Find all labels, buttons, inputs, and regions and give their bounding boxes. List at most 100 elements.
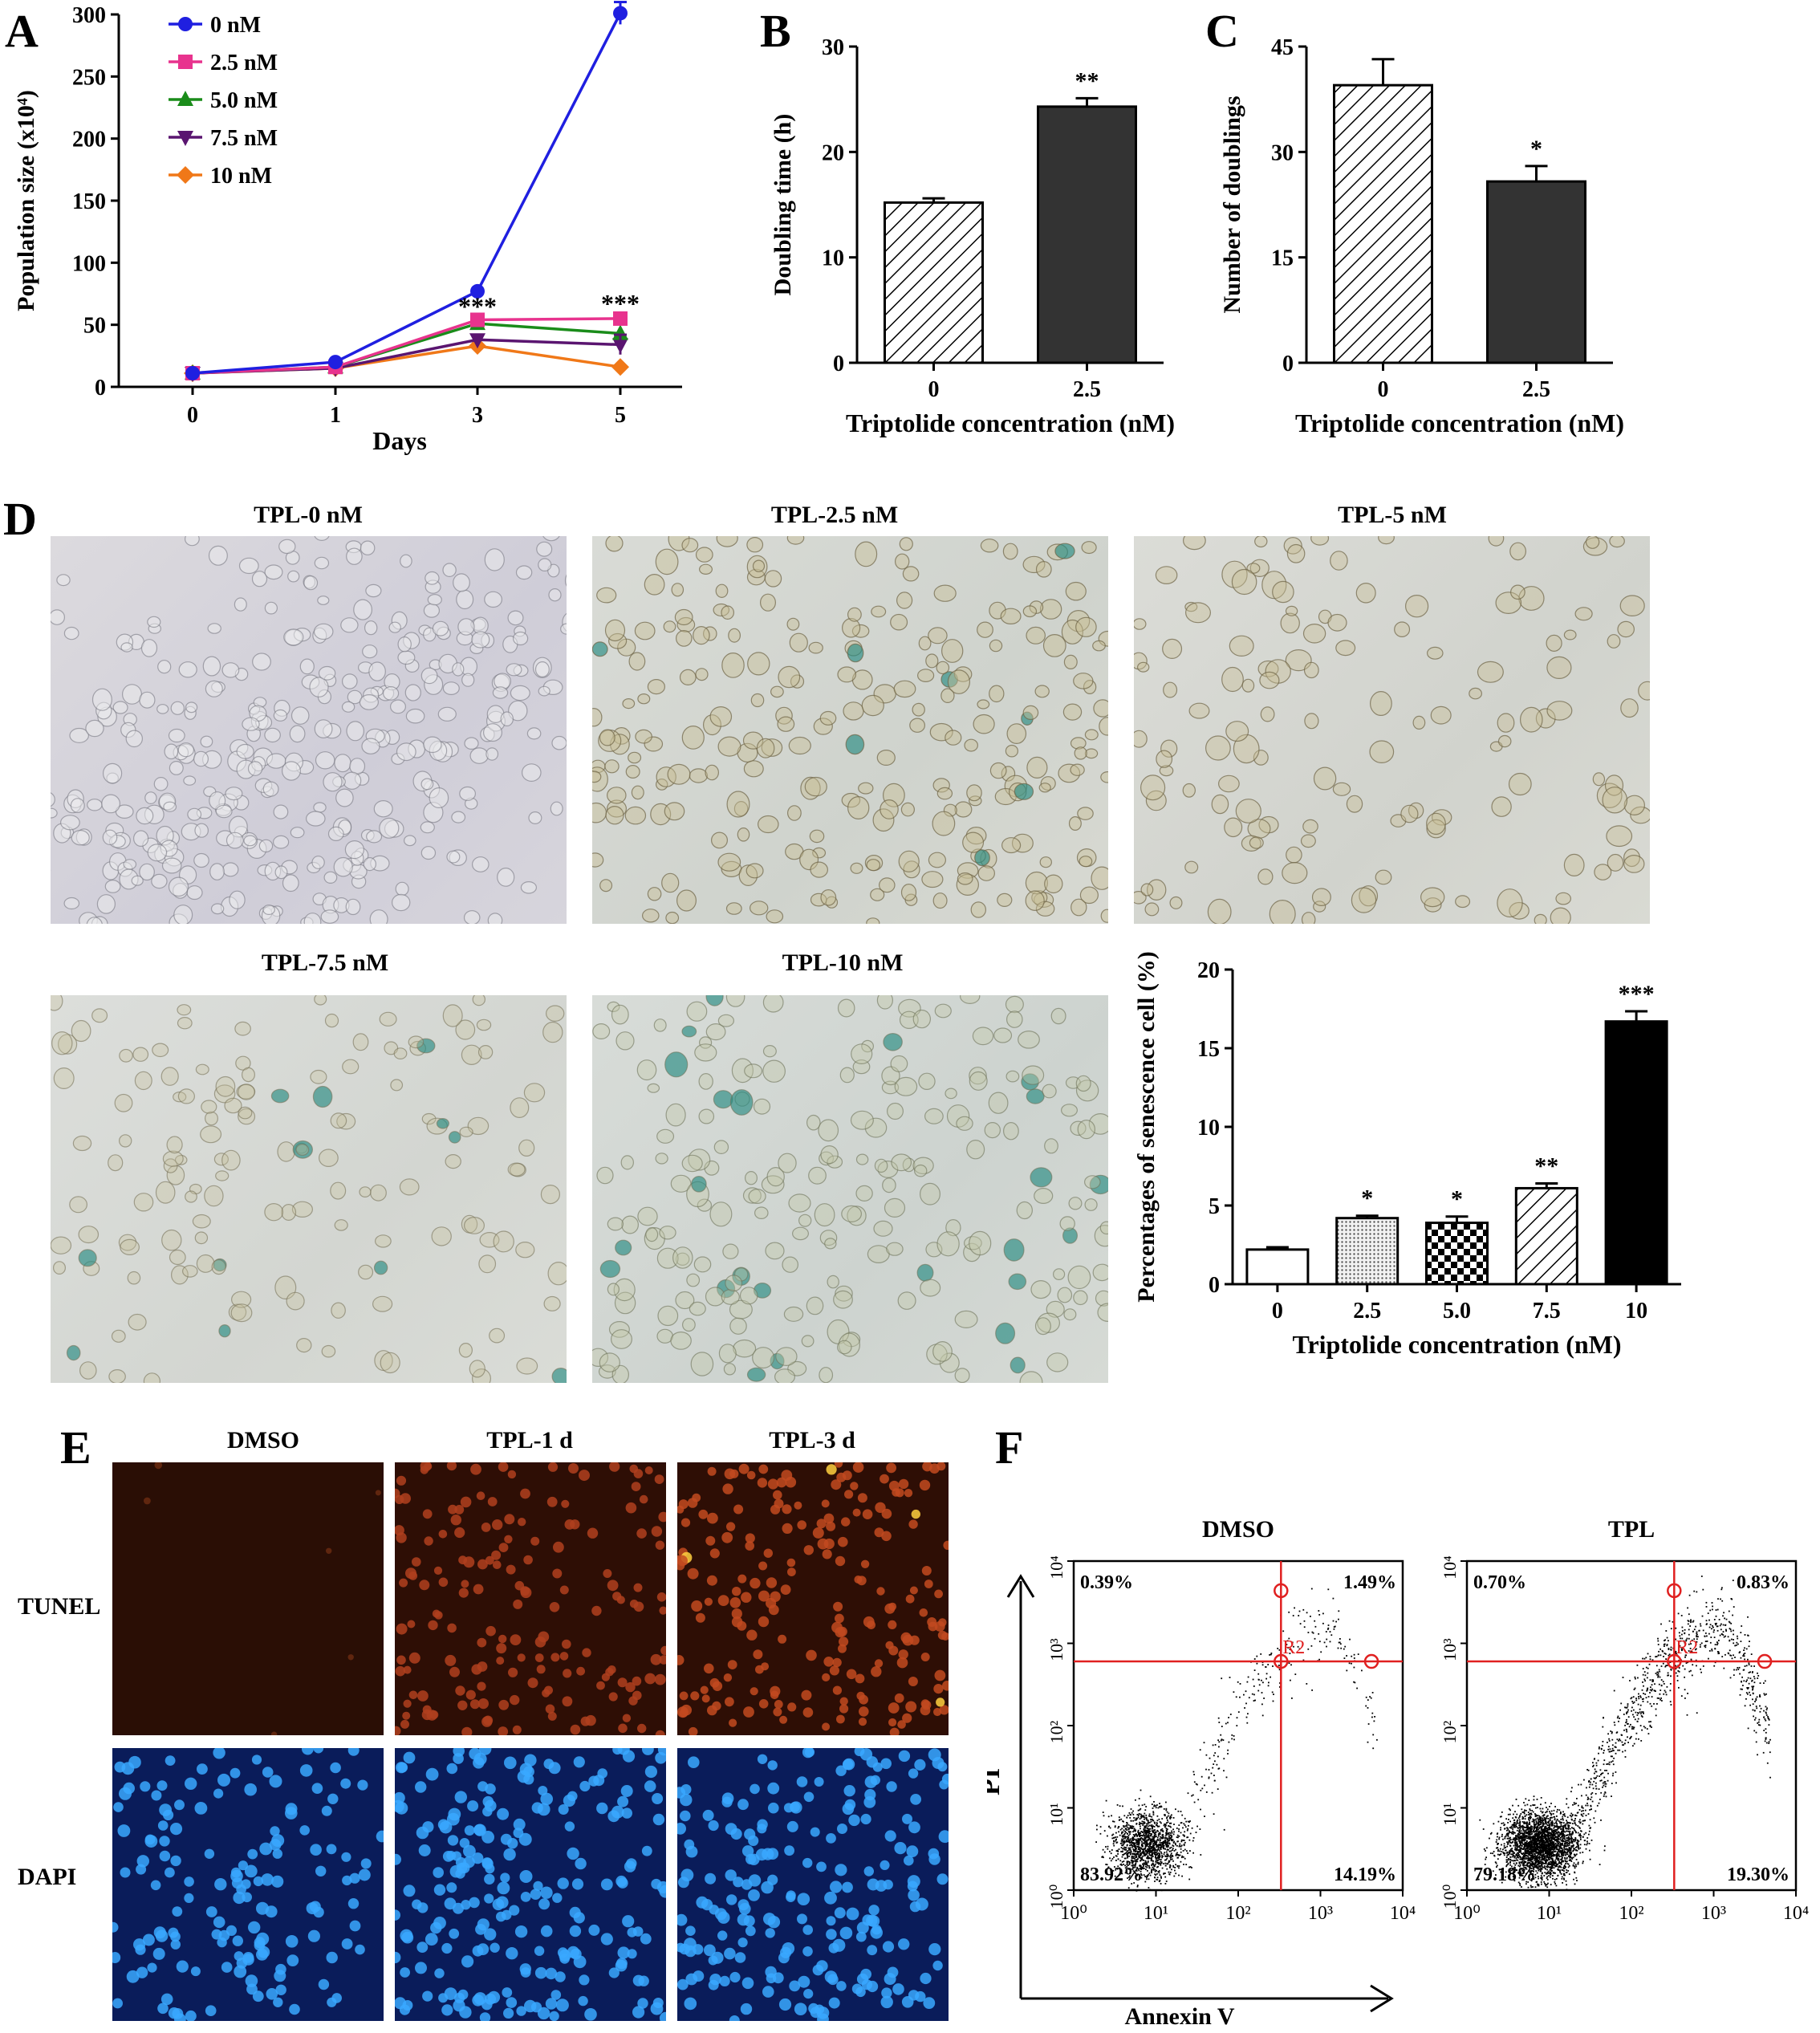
- micro2-cells: [1134, 536, 1650, 924]
- dapi1-nuclei: [395, 1748, 666, 2021]
- micrograph-title-2-5nm: TPL-2.5 nM: [770, 502, 899, 528]
- tunel-image-tpl-3d: [677, 1462, 949, 1735]
- f-axis-arrowhead-y: [1006, 1574, 1035, 1598]
- micro0-cells: [51, 536, 567, 924]
- d-tick-label-y-15: 15: [1197, 1037, 1220, 1062]
- f-tpl-gate-label: R2: [1676, 1637, 1698, 1658]
- f-tpl-gate-handle-2: [1757, 1653, 1773, 1669]
- micrograph-tpl-7-5nm: [51, 995, 567, 1383]
- legend-marker-2-5-nm: [178, 55, 193, 69]
- micro1-cells: [592, 536, 1108, 924]
- c-annotation-2-5: *: [1530, 136, 1542, 162]
- point-a-10-nm-day5: [611, 358, 629, 376]
- f-dmso-quadrant-ll: 83.92%: [1080, 1864, 1143, 1885]
- point-a-0-nm-day1: [328, 355, 343, 370]
- point-a-7-5-nm-day3: [469, 333, 485, 349]
- b-tick-label-x-0: 0: [928, 377, 940, 402]
- micrograph-tpl-0nm: [51, 536, 567, 924]
- f-tpl-tick-label-y-2: 10²: [1440, 1720, 1460, 1743]
- f-axis-arrowhead-x: [1370, 1984, 1394, 2013]
- f-tpl-quadrant-ll: 79.18%: [1473, 1864, 1536, 1885]
- c-tick-label-y-45: 45: [1271, 35, 1294, 60]
- b-annotation-2-5: **: [1075, 67, 1099, 94]
- panel-e-col-tpl-1d: TPL-1 d: [486, 1427, 573, 1454]
- c-bar-0: [1333, 83, 1433, 364]
- d-tick-label-x-5-0: 5.0: [1443, 1299, 1471, 1323]
- tick-label-a-y-250: 250: [72, 65, 106, 90]
- d-tick-label-x-2-5: 2.5: [1353, 1299, 1381, 1323]
- panel-e-col-dmso: DMSO: [227, 1427, 299, 1454]
- b-tick-label-y-10: 10: [822, 246, 844, 271]
- axis-label-a-x: Days: [372, 426, 427, 455]
- series-line-a-2-5-nm: [192, 317, 621, 375]
- dapi-image-tpl-1d: [395, 1748, 666, 2021]
- d-tick-label-y-20: 20: [1197, 958, 1220, 983]
- d-bar-7-5: [1514, 1186, 1578, 1286]
- c-tick-label-x-0: 0: [1378, 377, 1389, 402]
- f-tpl-tick-label-y-1: 10¹: [1440, 1803, 1460, 1826]
- f-dmso-gate-label: R2: [1282, 1637, 1305, 1658]
- chart-d-senescence-percentage: 0 5 10 15 20 0 2.5 * 5.0 * 7.5 ** 10 *** Triptolide co…: [1133, 951, 1681, 1359]
- dapi0-nuclei: [112, 1748, 384, 2021]
- panel-label-c: C: [1205, 5, 1239, 57]
- tunel0-nuclei: [144, 1462, 381, 1735]
- d-tick-label-x-10: 10: [1625, 1299, 1647, 1323]
- legend-label-7-5-nm: 7.5 nM: [210, 126, 278, 151]
- b-bar-0: [884, 201, 984, 364]
- d-annotation-10: ***: [1619, 981, 1655, 1007]
- d-annotation-5-0: *: [1451, 1186, 1463, 1213]
- f-dmso-tick-label-y-0: 10⁰: [1046, 1884, 1066, 1909]
- d-bar-10: [1604, 1020, 1668, 1286]
- f-dmso-quadrant-ul: 0.39%: [1080, 1572, 1133, 1593]
- tunel1-nuclei: [395, 1462, 666, 1735]
- point-a-2-5-nm-day3: [470, 312, 485, 327]
- legend-label-10-nm: 10 nM: [210, 164, 272, 189]
- f-tpl-gate-handle-1: [1667, 1653, 1682, 1669]
- c-axis-label-y: Number of doublings: [1219, 96, 1245, 313]
- f-tpl-tick-label-y-0: 10⁰: [1440, 1884, 1460, 1909]
- b-tick-label-y-0: 0: [833, 352, 844, 376]
- point-a-5-0-nm-day5: [612, 324, 628, 340]
- legend-marker-0-nm: [178, 17, 193, 31]
- chart-f-flow-cytometry: DMSO 10⁰ 10¹ 10² 10³ 10⁴ 10⁰ 10¹ 10² 10³ 10⁴ R2 0.39…: [987, 1516, 1809, 2030]
- tunel-image-dmso: [112, 1462, 384, 1735]
- f-dmso-quadrant-lr: 14.19%: [1334, 1864, 1396, 1885]
- d-tick-label-y-5: 5: [1209, 1194, 1220, 1219]
- c-bar-2-5: [1486, 180, 1586, 364]
- b-axis-label-y: Doubling time (h): [770, 114, 796, 296]
- f-dmso-tick-label-x-3: 10³: [1308, 1903, 1333, 1924]
- tick-label-a-y-200: 200: [72, 128, 106, 152]
- d-bar-2-5: [1335, 1217, 1400, 1286]
- f-tpl-events: [1477, 1576, 1771, 1891]
- legend-label-5-0-nm: 5.0 nM: [210, 88, 278, 113]
- f-dmso-tick-label-x-4: 10⁴: [1390, 1903, 1416, 1924]
- f-dmso-quadrant-ur: 1.49%: [1343, 1572, 1396, 1593]
- legend-label-0-nm: 0 nM: [210, 13, 261, 38]
- d-tick-label-x-0: 0: [1272, 1299, 1283, 1323]
- b-tick-label-y-20: 20: [822, 140, 844, 165]
- panel-label-f: F: [995, 1421, 1024, 1474]
- d-axis-label-x: Triptolide concentration (nM): [1292, 1330, 1621, 1359]
- annotation-a-0: ***: [458, 291, 497, 320]
- f-dmso-tick-label-x-2: 10²: [1225, 1903, 1250, 1924]
- legend-label-2-5-nm: 2.5 nM: [210, 51, 278, 75]
- f-dmso-gate-handle-0: [1274, 1583, 1289, 1599]
- f-tpl-tick-label-x-2: 10²: [1619, 1903, 1643, 1924]
- f-tpl-tick-label-x-1: 10¹: [1537, 1903, 1562, 1924]
- micrograph-tpl-5nm: [1134, 536, 1650, 924]
- micrograph-title-10nm: TPL-10 nM: [782, 949, 904, 976]
- f-tpl-gate-handle-0: [1667, 1583, 1682, 1599]
- f-axis-label-y: PI: [987, 1768, 1005, 1795]
- micro4-cells: [592, 995, 1108, 1383]
- panel-e-col-tpl-3d: TPL-3 d: [769, 1427, 855, 1454]
- f-tpl-tick-label-x-4: 10⁴: [1783, 1903, 1809, 1924]
- d-annotation-2-5: *: [1361, 1185, 1373, 1212]
- f-dmso-tick-label-x-1: 10¹: [1144, 1903, 1168, 1924]
- point-a-0-nm-day0: [185, 365, 200, 380]
- c-axis-label-x: Triptolide concentration (nM): [1295, 409, 1624, 437]
- chart-b-doubling-time: 0 10 20 30 0 2.5 ** Triptolide concentration (n…: [770, 35, 1175, 437]
- micrograph-title-0nm: TPL-0 nM: [254, 502, 363, 528]
- panel-label-b: B: [760, 5, 791, 57]
- f-dmso-gate-handle-2: [1363, 1653, 1379, 1669]
